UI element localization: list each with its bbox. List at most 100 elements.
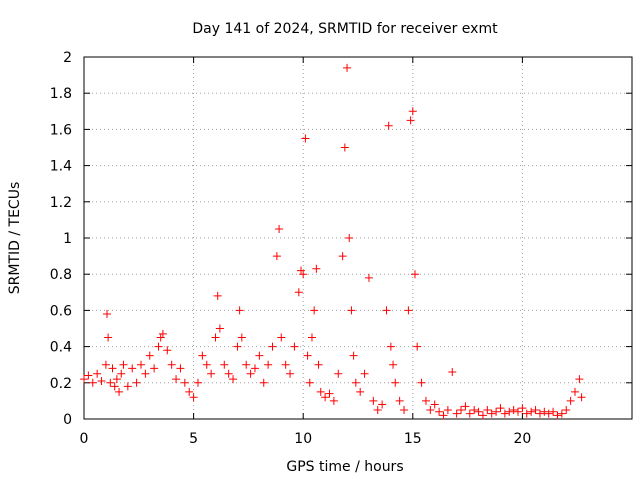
data-point: [235, 306, 244, 315]
data-point: [395, 396, 404, 405]
data-point: [553, 411, 562, 420]
chart-title: Day 141 of 2024, SRMTID for receiver exm…: [192, 21, 498, 37]
data-point: [158, 329, 167, 338]
data-point: [389, 360, 398, 369]
data-point: [500, 409, 509, 418]
y-tick-label: 1.4: [50, 159, 72, 175]
data-point: [421, 396, 430, 405]
data-point: [237, 333, 246, 342]
data-point: [404, 306, 413, 315]
data-point: [154, 342, 163, 351]
data-point: [540, 407, 549, 416]
data-point: [386, 342, 395, 351]
data-point: [505, 407, 514, 416]
x-tick-label: 20: [513, 431, 531, 447]
data-point: [549, 407, 558, 416]
data-point: [391, 378, 400, 387]
data-point: [294, 288, 303, 297]
data-point: [272, 252, 281, 261]
data-point: [312, 264, 321, 273]
data-point: [522, 409, 531, 418]
data-point: [577, 393, 586, 402]
data-point: [224, 369, 233, 378]
data-point: [150, 364, 159, 373]
data-point: [343, 63, 352, 72]
data-point: [93, 369, 102, 378]
data-point: [281, 360, 290, 369]
data-point: [80, 375, 88, 384]
data-point: [246, 369, 255, 378]
data-point: [465, 409, 474, 418]
data-point: [430, 400, 439, 409]
data-point: [329, 396, 338, 405]
data-point: [255, 351, 264, 360]
data-point: [136, 360, 145, 369]
data-point: [299, 270, 308, 279]
gridlines: [84, 57, 632, 419]
data-point: [193, 378, 202, 387]
data-point: [268, 342, 277, 351]
x-tick-label: 0: [80, 431, 89, 447]
data-point: [369, 396, 378, 405]
x-tick-label: 10: [294, 431, 312, 447]
data-point: [474, 407, 483, 416]
axis-ticks: 00.20.40.60.811.21.41.61.820 5 10 15 20: [50, 50, 632, 447]
data-point: [207, 369, 216, 378]
y-tick-label: 1.2: [50, 195, 72, 211]
data-point: [439, 411, 448, 420]
data-point: [487, 409, 496, 418]
data-point: [145, 351, 154, 360]
data-point: [406, 116, 415, 125]
data-point: [496, 404, 505, 413]
data-point: [562, 405, 571, 414]
data-point: [185, 387, 194, 396]
data-point: [119, 360, 128, 369]
y-tick-label: 1.8: [50, 86, 72, 102]
data-point: [413, 342, 422, 351]
data-point: [321, 393, 330, 402]
y-tick-label: 0: [63, 412, 72, 428]
data-point: [347, 306, 356, 315]
data-point: [305, 378, 314, 387]
data-point: [461, 402, 470, 411]
x-tick-label: 5: [189, 431, 198, 447]
data-point: [106, 378, 115, 387]
data-point: [307, 333, 316, 342]
data-point: [557, 409, 566, 418]
data-point: [571, 387, 580, 396]
data-point: [156, 333, 165, 342]
data-point: [351, 378, 360, 387]
data-point: [518, 404, 527, 413]
data-point: [264, 360, 273, 369]
data-point: [176, 364, 185, 373]
data-point: [163, 346, 172, 355]
data-point: [84, 371, 93, 380]
data-point: [242, 360, 251, 369]
data-point: [575, 375, 584, 384]
data-point: [426, 405, 435, 414]
data-point: [128, 364, 137, 373]
data-point: [132, 378, 141, 387]
data-point: [400, 405, 409, 414]
data-point: [303, 351, 312, 360]
data-point: [340, 143, 349, 152]
data-point: [316, 387, 325, 396]
data-point: [544, 409, 553, 418]
x-axis-label: GPS time / hours: [286, 459, 403, 475]
data-point: [220, 360, 229, 369]
data-point: [101, 360, 110, 369]
data-point: [364, 273, 373, 282]
data-point: [229, 375, 238, 384]
data-point: [167, 360, 176, 369]
data-point: [215, 324, 224, 333]
data-point: [356, 387, 365, 396]
y-tick-label: 0.8: [50, 267, 72, 283]
data-point: [373, 405, 382, 414]
data-point: [88, 378, 97, 387]
plot-frame: [83, 56, 633, 420]
data-point: [478, 411, 487, 420]
data-point: [527, 407, 536, 416]
data-point: [334, 369, 343, 378]
x-tick-label: 15: [404, 431, 422, 447]
data-point: [172, 375, 181, 384]
